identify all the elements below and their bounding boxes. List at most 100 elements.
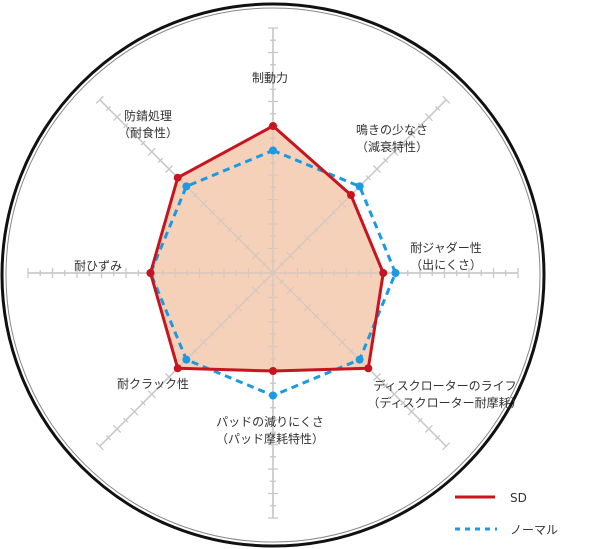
axis-label: （減衰特性） (356, 139, 428, 154)
axis-tick (365, 175, 371, 181)
axis-tick (217, 321, 225, 329)
series-normal-point (182, 182, 191, 191)
axis-tick (157, 157, 163, 163)
axis-tick (157, 383, 163, 389)
legend: SD ノーマル (455, 491, 558, 537)
axis-tick (123, 123, 129, 129)
axis-tick (192, 348, 198, 354)
axis-label: 耐クラック性 (117, 377, 189, 391)
axis-tick (407, 130, 416, 139)
axis-label: （パッド摩耗特性） (216, 431, 324, 446)
axis-tick (407, 407, 416, 416)
axis-label: 制動力 (252, 71, 288, 85)
axis-tick (234, 303, 243, 312)
series-normal-point (391, 269, 400, 277)
axis-tick (261, 261, 267, 267)
series-normal-point (269, 146, 277, 155)
axis-tick (400, 140, 406, 146)
axis-tick (331, 331, 337, 337)
axis-tick (296, 244, 302, 250)
series-sd-point (173, 173, 182, 182)
axis-tick (130, 130, 139, 139)
series-normal-point (355, 355, 364, 364)
axis-label: パッドの減りにくさ (216, 414, 324, 429)
axis-tick (209, 209, 215, 215)
outer-ring (0, 2, 546, 548)
axis-label: （ディスクローター耐摩耗） (367, 395, 522, 410)
series-sd-point (269, 122, 277, 130)
axis-tick (165, 372, 174, 381)
axis-tick (244, 244, 250, 250)
axis-tick (435, 435, 441, 441)
axis-tick (95, 95, 104, 104)
axis-tick (442, 95, 451, 104)
series-normal-point (182, 355, 191, 364)
axis-label: 鳴きの少なさ (356, 123, 428, 137)
axis-tick (338, 338, 347, 347)
axis-tick (417, 417, 423, 423)
axis-tick (113, 113, 122, 122)
axis-tick (227, 227, 233, 233)
axis-tick (331, 209, 337, 215)
axis-label: 耐ひずみ (74, 259, 122, 273)
axis-tick (279, 261, 285, 267)
axis-tick (251, 286, 260, 295)
axis-tick (424, 113, 433, 122)
axis-tick (165, 165, 174, 174)
axis-tick (400, 400, 406, 406)
axis-tick (113, 424, 122, 433)
axis-tick (321, 321, 329, 329)
axis-tick (303, 303, 312, 312)
axis-label: ディスクローターのライフ (373, 378, 516, 393)
series-sd-point (379, 269, 388, 277)
axis-tick (383, 157, 389, 163)
axis-tick (442, 442, 451, 451)
axis-tick (383, 383, 389, 389)
series-normal-point (355, 182, 364, 191)
axis-tick (130, 407, 139, 416)
axis-tick (147, 147, 156, 156)
series-sd-point (173, 364, 182, 373)
axis-tick (348, 348, 354, 354)
axis-tick (147, 390, 156, 399)
axis-tick (372, 372, 381, 381)
axis-tick (435, 105, 441, 111)
axis-tick (251, 251, 260, 260)
axis-label: （出にくさ） (410, 258, 482, 272)
axis-label: 耐ジャダー性 (410, 240, 481, 255)
axis-tick (313, 227, 319, 233)
series-normal-point (269, 391, 277, 400)
axis-tick (192, 192, 198, 198)
axis-label: 防錆処理 (124, 108, 172, 123)
axis-tick (199, 338, 208, 347)
axis-tick (390, 147, 399, 156)
axis-tick (338, 199, 347, 208)
axis-tick (424, 424, 433, 433)
axis-tick (321, 217, 329, 225)
legend-label-normal: ノーマル (510, 523, 558, 537)
axis-tick (123, 417, 129, 423)
axis-tick (217, 217, 225, 225)
series-sd-area (150, 126, 384, 371)
axis-tick (95, 442, 104, 451)
axis-tick (227, 313, 233, 319)
axis-tick (303, 234, 312, 243)
axis-tick (417, 123, 423, 129)
axis-tick (286, 286, 295, 295)
axis-label: （耐食性） (118, 125, 178, 140)
axis-tick (390, 390, 399, 399)
axis-tick (199, 199, 208, 208)
series-sd-point (346, 191, 355, 200)
axis-tick (261, 279, 267, 285)
axis-tick (372, 165, 381, 174)
axis-tick (279, 279, 285, 285)
axis-tick (313, 313, 319, 319)
axis-tick (209, 331, 215, 337)
series-sd-point (269, 367, 277, 375)
axis-tick (286, 251, 295, 260)
axis-tick (140, 400, 146, 406)
axis-tick (234, 234, 243, 243)
axis-tick (140, 140, 146, 146)
outer-ring-inner (5, 7, 541, 543)
